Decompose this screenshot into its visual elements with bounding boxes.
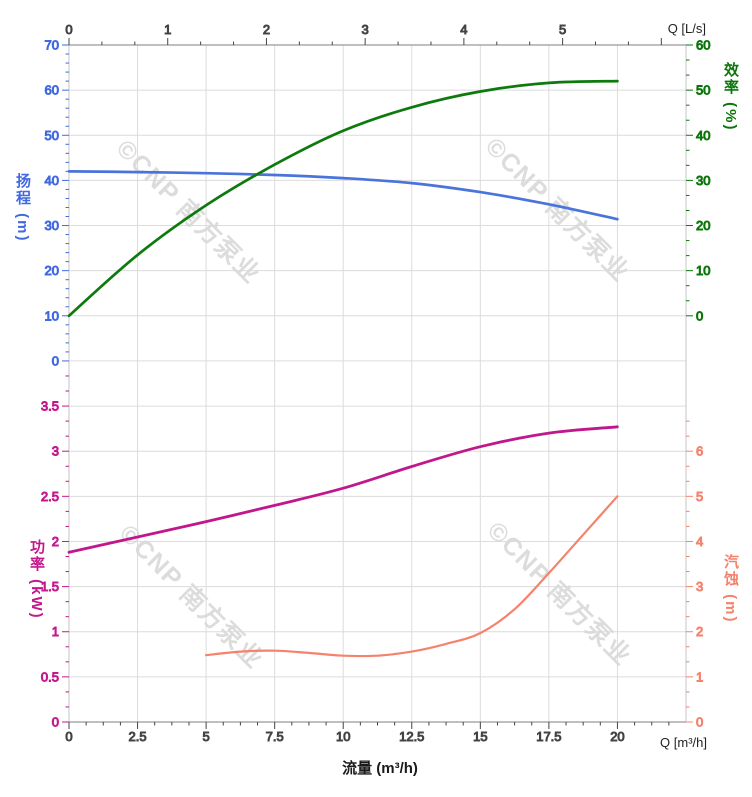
head-axis: 0 10 20 30 40 50 60 70: [44, 37, 69, 369]
tick-label: 3.5: [41, 399, 59, 414]
tick-label: 50: [45, 128, 59, 143]
head-axis-title: 扬程 (m): [14, 173, 31, 243]
tick-label: 1: [696, 669, 703, 684]
bottom-axis: 0 2.5 5 7.5 10 12.5 15 17.5 20: [65, 722, 670, 745]
watermark: ©CNP 南方泵业: [480, 132, 636, 288]
tick-label: 7.5: [266, 729, 284, 744]
tick-label: 3: [362, 22, 369, 37]
tick-label: 20: [696, 218, 710, 233]
tick-label: 40: [45, 173, 59, 188]
tick-label: 2: [52, 534, 59, 549]
tick-label: 2: [696, 624, 703, 639]
tick-label: 10: [336, 729, 350, 744]
tick-label: 0: [52, 715, 59, 730]
tick-label: 70: [45, 38, 59, 53]
tick-label: 2.5: [129, 729, 147, 744]
npsh-curve: [205, 495, 619, 658]
tick-label: 3: [696, 579, 703, 594]
power-axis: 0 0.5 1 1.5 2 2.5 3 3.5: [40, 375, 69, 730]
efficiency-axis: 0 10 20 30 40 50 60: [686, 37, 711, 324]
tick-label: 4: [460, 22, 467, 37]
npsh-axis: 0 1 2 3 4 5 6: [686, 420, 704, 730]
tick-label: 12.5: [399, 729, 424, 744]
tick-label: 40: [696, 128, 710, 143]
tick-label: 30: [45, 218, 59, 233]
tick-label: 30: [696, 173, 710, 188]
efficiency-curve: [67, 79, 619, 318]
power-axis-title: 功率 (kW): [28, 539, 45, 620]
tick-label: 5: [696, 489, 703, 504]
tick-label: 5: [559, 22, 566, 37]
tick-label: 0: [696, 308, 703, 323]
tick-label: 20: [610, 729, 624, 744]
tick-label: 1.5: [41, 579, 59, 594]
watermark-layer: ©CNP 南方泵业 ©CNP 南方泵业©CNP 南方泵业 ©CNP 南方泵业: [111, 132, 638, 675]
tick-label: 0.5: [41, 669, 59, 684]
tick-label: 10: [696, 263, 710, 278]
tick-label: 0: [65, 729, 72, 744]
tick-label: 50: [696, 83, 710, 98]
npsh-axis-title: 汽蚀 (m): [722, 554, 739, 624]
tick-label: 1: [52, 624, 59, 639]
watermark: ©CNP 南方泵业: [111, 134, 267, 290]
tick-label: 5: [202, 729, 209, 744]
tick-label: 15: [473, 729, 487, 744]
watermark: ©CNP 南方泵业: [482, 516, 638, 672]
head-curve: [67, 170, 619, 221]
tick-label: 17.5: [536, 729, 561, 744]
tick-label: 60: [45, 83, 59, 98]
efficiency-axis-title: 效率 (%): [722, 62, 739, 132]
tick-label: 0: [52, 353, 59, 368]
tick-label: 2: [263, 22, 270, 37]
flow-axis-title: 流量 (m³/h): [342, 760, 418, 777]
tick-label: 0: [65, 22, 72, 37]
top-axis-unit-label: Q [L/s]: [667, 21, 706, 36]
power-curve: [67, 425, 619, 554]
tick-label: 60: [696, 38, 710, 53]
tick-label: 6: [696, 444, 703, 459]
tick-label: 2.5: [41, 489, 59, 504]
tick-label: 3: [52, 444, 59, 459]
tick-label: 0: [696, 715, 703, 730]
tick-label: 20: [45, 263, 59, 278]
tick-label: 4: [696, 534, 703, 549]
bottom-axis-unit-label: Q [m³/h]: [660, 735, 707, 750]
tick-label: 10: [45, 308, 59, 323]
top-axis: 0 1 2 3 4 5: [65, 22, 662, 45]
tick-label: 1: [164, 22, 171, 37]
